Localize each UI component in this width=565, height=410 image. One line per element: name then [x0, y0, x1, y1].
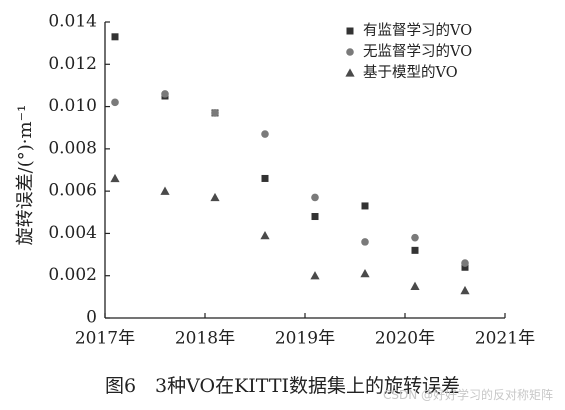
watermark: CSDN @好好学习的反对称矩阵: [382, 388, 553, 402]
data-point-circle: [361, 238, 369, 246]
data-point-square: [461, 263, 469, 271]
data-point-triangle: [160, 186, 170, 195]
y-tick-label: 0: [86, 308, 97, 328]
data-point-square: [111, 33, 119, 41]
y-tick-label: 0.002: [48, 265, 97, 285]
scatter-chart: 0 0.002 0.004 0.006 0.008 0.010 0.012 0.014 201…: [15, 12, 535, 349]
data-point-triangle: [110, 173, 120, 183]
x-tick-label: 2017年: [75, 329, 135, 349]
legend-marker-triangle: [345, 68, 355, 77]
data-point-triangle: [460, 285, 470, 295]
y-tick-label: 0.008: [48, 138, 97, 158]
data-point-square: [411, 246, 419, 254]
legend-marker-circle: [346, 48, 354, 56]
legend-marker-square: [346, 27, 354, 35]
data-point-square: [361, 202, 369, 210]
figure-caption: 图6 3种VO在KITTI数据集上的旋转误差: [104, 375, 461, 397]
y-tick-label: 0.010: [48, 96, 97, 116]
y-axis-title: 旋转误差/(°)·m⁻¹: [15, 105, 36, 246]
data-point-triangle: [310, 271, 320, 280]
data-points: [110, 33, 470, 295]
legend-label: 基于模型的VO: [363, 64, 458, 81]
data-point-circle: [161, 90, 169, 98]
y-tick-label: 0.006: [48, 181, 97, 201]
y-tick-label: 0.012: [48, 54, 97, 74]
y-tick-label: 0.004: [48, 223, 97, 243]
legend-label: 有监督学习的VO: [363, 22, 472, 39]
x-axis-ticks: 2017年 2018年 2019年 2020年 2021年: [75, 313, 535, 349]
data-point-triangle: [360, 269, 370, 278]
data-point-square: [311, 213, 319, 221]
data-point-circle: [461, 259, 469, 267]
data-point-triangle: [260, 230, 270, 240]
data-point-circle: [261, 130, 269, 138]
x-tick-label: 2020年: [375, 329, 435, 349]
y-axis-ticks: 0 0.002 0.004 0.006 0.008 0.010 0.012 0.014: [48, 12, 110, 328]
legend-label: 无监督学习的VO: [363, 43, 472, 60]
x-tick-label: 2018年: [175, 329, 235, 349]
data-point-square: [261, 174, 269, 182]
data-point-circle: [111, 98, 119, 107]
y-tick-label: 0.014: [48, 12, 97, 32]
chart-legend: 有监督学习的VO 无监督学习的VO 基于模型的VO: [345, 22, 472, 81]
data-point-triangle: [210, 192, 220, 202]
data-point-circle: [411, 233, 419, 242]
data-point-circle: [311, 193, 319, 202]
data-point-triangle: [410, 281, 420, 290]
x-tick-label: 2021年: [475, 329, 535, 349]
data-point-circle: [211, 109, 219, 117]
x-tick-label: 2019年: [275, 329, 335, 349]
